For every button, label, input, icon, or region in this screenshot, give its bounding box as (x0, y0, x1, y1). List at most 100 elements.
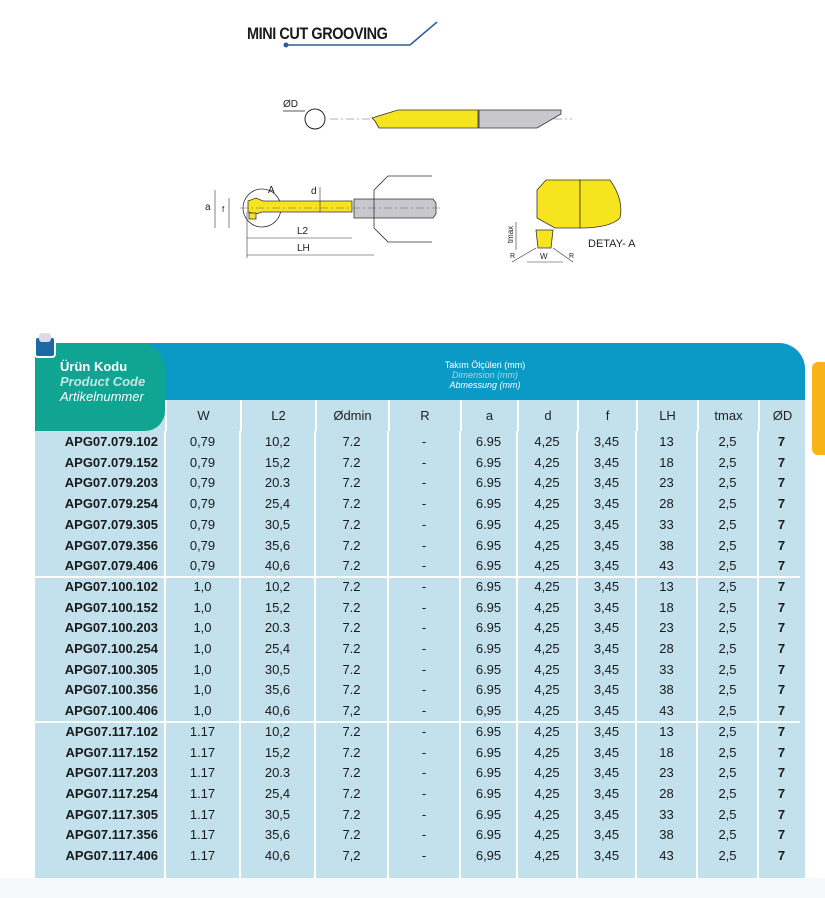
value-cell: 7 (777, 661, 786, 677)
value-cell: 7 (777, 785, 786, 801)
value-cell: 3,45 (593, 703, 620, 719)
value-cell: 2,5 (718, 599, 737, 615)
product-code-cell: APG07.100.152 (64, 599, 158, 615)
column-divider (164, 431, 166, 878)
product-code-cell: APG07.100.406 (64, 703, 158, 719)
value-cell: 20.3 (264, 765, 291, 781)
column-divider (239, 431, 241, 878)
value-cell: 7 (777, 578, 786, 594)
value-cell: 4,25 (534, 641, 560, 656)
tool-drawings (214, 21, 622, 263)
value-cell: 1.17 (189, 785, 216, 801)
table-row: APG07.079.102 0,79 10,2 7.2 - 6.95 4,25 3,45 13 2… (35, 432, 805, 453)
table-row: APG07.079.254 0,79 25,4 7.2 - 6.95 4,25 3,45 28 2… (35, 494, 805, 515)
page-title: MINI CUT GROOVING (247, 24, 388, 43)
value-cell: 25,4 (264, 496, 291, 512)
value-cell: 10,2 (264, 723, 291, 739)
value-cell: - (421, 744, 427, 760)
product-code-cell: APG07.100.356 (64, 682, 158, 698)
w-label: W (540, 252, 548, 261)
value-cell: 33 (659, 516, 674, 532)
value-cell: 2,5 (718, 475, 737, 491)
value-cell: - (421, 578, 427, 594)
product-code-cell: APG07.079.254 (64, 496, 158, 512)
value-cell: 0,79 (189, 496, 216, 512)
value-cell: 7 (777, 516, 786, 532)
value-cell: 3,45 (593, 578, 620, 594)
value-cell: 0,79 (189, 558, 216, 574)
value-cell: 1.17 (189, 806, 216, 822)
dimension-header-de: Abmessung (mm) (449, 380, 521, 390)
value-cell: 2,5 (718, 516, 737, 532)
value-cell: 13 (659, 578, 674, 594)
value-cell: 7.2 (342, 558, 361, 574)
value-cell: 6.95 (475, 806, 502, 822)
dimension-header-en: Dimension (mm) (451, 370, 518, 380)
value-cell: 3,45 (593, 558, 620, 574)
value-cell: 6.95 (475, 682, 502, 698)
column-divider (314, 431, 316, 878)
product-code-cell: APG07.079.203 (64, 475, 158, 491)
value-cell: 3,45 (593, 806, 620, 822)
value-cell: 7 (777, 599, 786, 615)
value-cell: 7.2 (342, 723, 361, 739)
value-cell: - (421, 454, 427, 470)
value-cell: 43 (659, 703, 674, 719)
value-cell: 4,25 (534, 682, 560, 698)
column-divider (757, 431, 759, 878)
value-cell: 4,25 (534, 827, 560, 843)
product-code-cell: APG07.117.254 (65, 785, 158, 801)
value-cell: 6.95 (475, 475, 502, 491)
value-cell: 6.95 (475, 434, 502, 449)
value-cell: 7,2 (342, 848, 361, 863)
value-cell: 35,6 (264, 682, 291, 698)
value-cell: - (421, 765, 427, 781)
product-table: Takım Ölçüleri (mm) Dimension (mm) Abmes… (35, 343, 805, 878)
value-cell: 4,25 (534, 848, 560, 863)
column-header: tmax (697, 400, 758, 431)
side-tab[interactable] (812, 362, 825, 455)
value-cell: 2,5 (718, 434, 737, 449)
value-cell: 7.2 (342, 765, 361, 781)
value-cell: 7 (777, 806, 786, 822)
value-cell: 7 (777, 703, 786, 719)
table-row: APG07.117.305 1.17 30,5 7.2 - 6.95 4,25 3,45 33 2… (35, 805, 805, 826)
value-cell: 4,25 (534, 496, 560, 512)
value-cell: 0,79 (189, 454, 216, 470)
value-cell: 7 (777, 744, 786, 760)
value-cell: 6.95 (475, 620, 502, 636)
value-cell: 2,5 (718, 744, 737, 760)
value-cell: 2,5 (718, 806, 737, 822)
table-row: APG07.100.356 1,0 35,6 7.2 - 6.95 4,25 3,45 38 2,… (35, 680, 805, 701)
value-cell: - (421, 703, 427, 719)
table-row: APG07.079.152 0,79 15,2 7.2 - 6.95 4,25 3,45 18 2… (35, 453, 805, 474)
value-cell: 4,25 (534, 578, 560, 594)
f-label: f (222, 205, 225, 214)
value-cell: 6,95 (475, 848, 502, 863)
value-cell: 3,45 (593, 765, 620, 781)
value-cell: 1.17 (189, 744, 216, 760)
value-cell: 4,25 (534, 723, 560, 739)
value-cell: 40,6 (264, 703, 291, 719)
value-cell: 7 (777, 827, 786, 843)
dimension-header-tr: Takım Ölçüleri (mm) (444, 360, 526, 370)
product-code-cell: APG07.100.203 (64, 620, 158, 636)
value-cell: 2,5 (718, 848, 737, 863)
group-separator (35, 720, 800, 723)
value-cell: - (421, 558, 427, 574)
column-divider (459, 431, 461, 878)
value-cell: 7.2 (342, 578, 361, 594)
value-cell: 10,2 (264, 578, 291, 594)
table-row: APG07.079.356 0,79 35,6 7.2 - 6.95 4,25 3,45 38 2… (35, 536, 805, 557)
value-cell: 7.2 (342, 475, 361, 491)
value-cell: 6.95 (475, 496, 502, 512)
value-cell: 15,2 (264, 599, 291, 615)
table-row: APG07.117.356 1.17 35,6 7.2 - 6.95 4,25 3,45 38 2… (35, 825, 805, 846)
value-cell: 6.95 (475, 723, 502, 739)
value-cell: 20.3 (264, 620, 291, 636)
detail-a-view (511, 179, 622, 263)
value-cell: 1,0 (193, 620, 212, 636)
value-cell: 7.2 (342, 496, 361, 512)
value-cell: - (421, 434, 427, 449)
value-cell: 3,45 (593, 475, 620, 491)
